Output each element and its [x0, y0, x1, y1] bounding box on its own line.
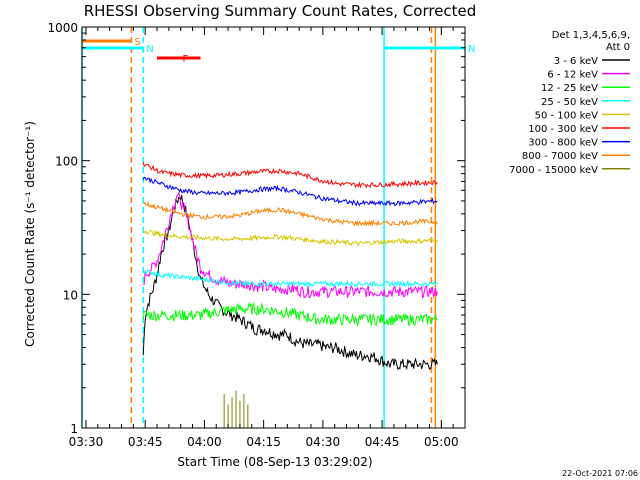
plot-frame — [81, 26, 466, 429]
legend-entry-1: 6 - 12 keV — [547, 70, 598, 81]
x-tick-label-6: 05:00 — [424, 435, 459, 449]
x-tick-label-4: 04:30 — [306, 435, 341, 449]
flag-label-3: F — [182, 54, 188, 65]
legend-entry-4: 50 - 100 keV — [535, 110, 599, 121]
series-line-7 — [143, 201, 438, 227]
flag-label-0: S — [134, 37, 140, 48]
legend: Det 1,3,4,5,6,9, Att 0 3 - 6 keV 6 - 12 k… — [509, 30, 630, 176]
legend-entry-2: 12 - 25 keV — [541, 83, 598, 94]
legend-header-line-1: Det 1,3,4,5,6,9, — [552, 30, 630, 41]
x-axis-label: Start Time (08-Sep-13 03:29:02) — [177, 455, 372, 469]
y-tick-label-1: 10 — [63, 288, 78, 302]
x-tick-label-3: 04:15 — [246, 435, 281, 449]
flag-label-2: N — [468, 44, 475, 55]
y-axis-label: Corrected Count Rate (s⁻¹ detector⁻¹) — [23, 121, 37, 347]
x-tick-label-1: 03:45 — [128, 435, 163, 449]
x-tick-label-5: 04:45 — [365, 435, 400, 449]
legend-entry-7: 800 - 7000 keV — [522, 151, 598, 162]
y-tick-label-2: 100 — [55, 155, 78, 169]
x-tick-label-0: 03:30 — [69, 435, 104, 449]
series-line-5 — [142, 161, 438, 189]
y-tick-label-3: 1000 — [47, 21, 78, 35]
x-tick-label-2: 04:00 — [187, 435, 222, 449]
flag-label-1: N — [146, 44, 153, 55]
footer-timestamp: 22-Oct-2021 07:06 — [562, 469, 638, 478]
legend-entry-8: 7000 - 15000 keV — [509, 165, 598, 176]
axis-layer: 1 10 100 1000 03:30 03:45 04:00 04:15 04:30 04:45… — [47, 21, 465, 449]
series-line-6 — [142, 176, 438, 207]
series-line-2 — [142, 301, 438, 328]
legend-header-line-2: Att 0 — [606, 42, 630, 53]
legend-entry-3: 25 - 50 keV — [541, 97, 598, 108]
series-line-4 — [142, 229, 438, 247]
y-tick-label-0: 1 — [70, 422, 78, 436]
legend-entry-0: 3 - 6 keV — [554, 56, 598, 67]
chart-title: RHESSI Observing Summary Count Rates, Co… — [84, 2, 477, 20]
plot-layer: SN NF — [81, 27, 475, 428]
legend-entry-6: 300 - 800 keV — [528, 138, 598, 149]
series-line-3 — [142, 269, 438, 288]
legend-entry-5: 100 - 300 keV — [528, 124, 598, 135]
series-line-1 — [143, 191, 438, 299]
